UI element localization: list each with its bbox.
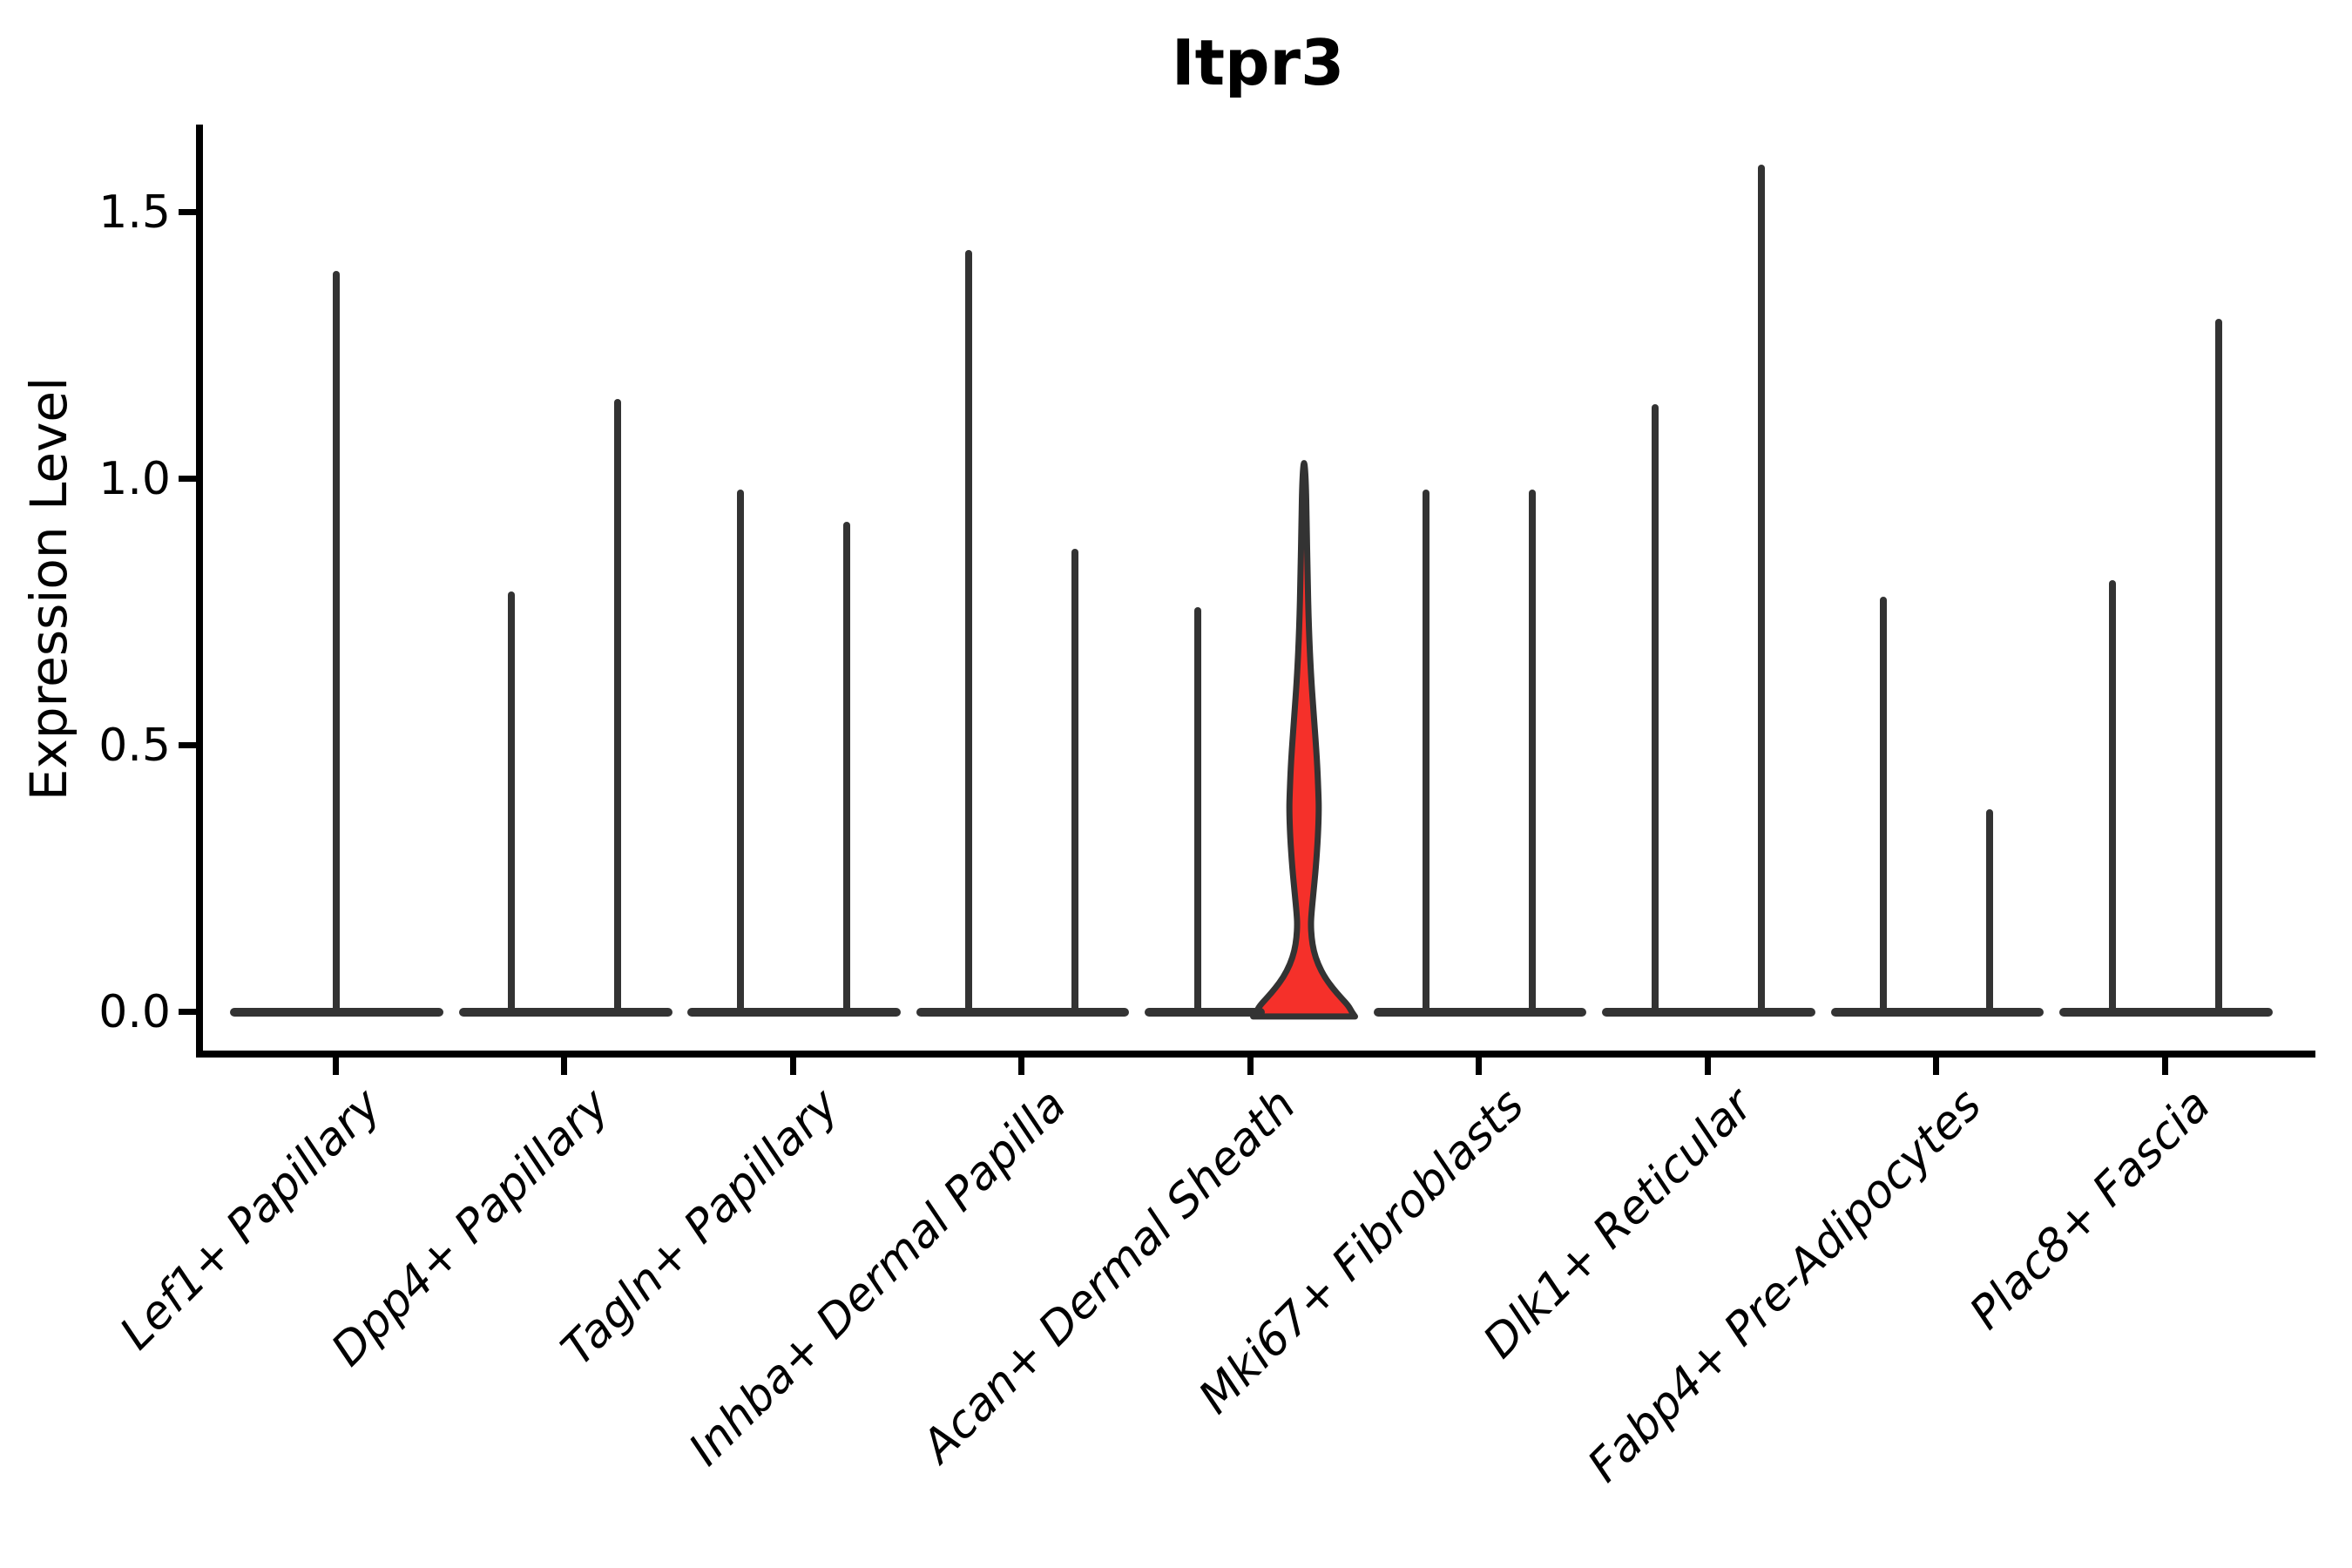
violin-baseline — [1374, 1008, 1586, 1017]
violin-spike — [737, 490, 744, 1017]
violin-baseline — [687, 1008, 901, 1017]
violin-baseline — [1831, 1008, 2044, 1017]
violin-baseline — [1602, 1008, 1815, 1017]
y-tick-label: 1.5 — [98, 186, 171, 239]
x-tick-mark — [1476, 1058, 1482, 1075]
violin-spike — [1986, 809, 1993, 1017]
y-tick-mark — [179, 742, 196, 748]
y-tick-mark — [179, 1009, 196, 1015]
violin-spike — [1194, 606, 1201, 1017]
violin-spike — [965, 249, 972, 1017]
violin-spike — [843, 521, 850, 1017]
violin-spike — [1529, 490, 1536, 1017]
y-tick-label: 0.0 — [98, 986, 171, 1038]
y-tick-mark — [179, 476, 196, 482]
x-tick-mark — [1705, 1058, 1711, 1075]
violin-spike — [1652, 404, 1659, 1017]
violin-baseline — [2059, 1008, 2273, 1017]
x-tick-mark — [790, 1058, 796, 1075]
violin-spike — [1880, 596, 1887, 1017]
violin-baseline — [459, 1008, 672, 1017]
violin-baseline — [916, 1008, 1129, 1017]
violin-spike — [1758, 164, 1765, 1017]
x-tick-mark — [1247, 1058, 1254, 1075]
violin-spike — [1071, 548, 1078, 1017]
y-tick-mark — [179, 209, 196, 215]
x-tick-mark — [1933, 1058, 1939, 1075]
violin-spike — [508, 591, 515, 1017]
x-tick-mark — [333, 1058, 339, 1075]
highlight-violin — [1250, 460, 1358, 1020]
y-tick-label: 0.5 — [98, 720, 171, 772]
y-tick-label: 1.0 — [98, 453, 171, 505]
x-tick-mark — [561, 1058, 567, 1075]
violin-spike — [614, 399, 621, 1017]
x-tick-mark — [2162, 1058, 2168, 1075]
x-axis-spine — [196, 1051, 2315, 1058]
violin-spike — [1423, 490, 1429, 1017]
violin-spike — [2215, 319, 2222, 1017]
violin-spike — [333, 271, 340, 1017]
y-axis-spine — [196, 125, 203, 1058]
violin-baseline — [1145, 1008, 1265, 1017]
chart-title: Itpr3 — [1171, 26, 1345, 99]
x-tick-mark — [1018, 1058, 1024, 1075]
violin-spike — [2109, 580, 2116, 1017]
